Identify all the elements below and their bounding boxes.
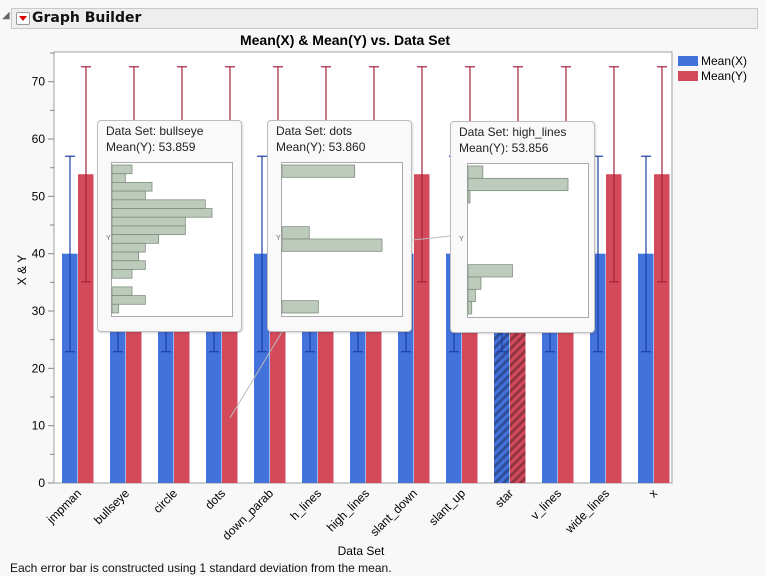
x-tick-label: x (646, 486, 660, 500)
disclosure-triangle-icon[interactable]: ◢ (2, 10, 10, 21)
x-tick-label: slant_up (426, 486, 468, 528)
tooltip-dataset: Data Set: bullseye (106, 124, 204, 138)
histogram-bar (281, 300, 319, 314)
histogram-bar (467, 276, 482, 290)
bar-x-mean-y[interactable] (654, 174, 670, 483)
y-tick-label: 40 (32, 247, 46, 261)
histogram-bar (111, 164, 133, 175)
histogram-bar (467, 165, 484, 179)
x-tick-label: circle (150, 486, 180, 516)
legend-swatch-mean-y (678, 71, 698, 81)
x-tick-label: wide_lines (562, 486, 612, 536)
histogram-bar (111, 216, 186, 227)
x-tick-label: jmpman (43, 486, 84, 527)
hover-tooltip-dots: Data Set: dots Mean(Y): 53.860 Y (267, 120, 412, 332)
x-tick-label: h_lines (287, 486, 324, 523)
histogram-bar (281, 238, 383, 252)
bar-slant_down-mean-y[interactable] (414, 174, 430, 483)
histogram-bar (111, 303, 120, 314)
tooltip-axis-label: Y (106, 235, 111, 242)
bar-wide_lines-mean-y[interactable] (606, 174, 622, 483)
tooltip-axis-label: Y (459, 236, 464, 243)
x-axis-label: Data Set (338, 544, 385, 558)
x-tick-label: slant_down (367, 486, 420, 539)
y-tick-label: 10 (32, 419, 46, 433)
error-bar (81, 66, 91, 283)
tooltip-histogram (281, 162, 403, 317)
tooltip-histogram (111, 162, 233, 317)
y-tick-label: 70 (32, 75, 46, 89)
histogram-bar (281, 226, 310, 240)
bar-x-mean-x[interactable] (638, 253, 654, 483)
tooltip-mean-y: Mean(Y): 53.856 (459, 141, 549, 155)
y-tick-label: 0 (38, 476, 45, 490)
y-axis-label: X & Y (15, 255, 29, 285)
histogram-bar (111, 269, 133, 279)
x-tick-label: down_parab (220, 486, 277, 543)
histogram-bar (111, 199, 206, 209)
hover-tooltip-high-lines: Data Set: high_lines Mean(Y): 53.856 Y (450, 121, 595, 333)
error-bar (609, 66, 619, 283)
graph-builder-header: Graph Builder (11, 8, 758, 29)
chart-title: Mean(X) & Mean(Y) vs. Data Set (240, 32, 450, 48)
error-bar (65, 155, 75, 353)
histogram-bar (467, 190, 471, 204)
error-bar (417, 66, 427, 283)
x-tick-label: dots (202, 486, 228, 512)
tooltip-connector (412, 235, 452, 241)
legend-label-mean-y: Mean(Y) (701, 69, 747, 83)
footnote: Each error bar is constructed using 1 st… (10, 561, 392, 575)
y-tick-label: 60 (32, 132, 46, 146)
y-tick-label: 20 (32, 361, 46, 375)
y-tick-label: 30 (32, 304, 46, 318)
histogram-bar (281, 164, 356, 178)
tooltip-mean-y: Mean(Y): 53.860 (276, 140, 366, 154)
tooltip-dataset: Data Set: dots (276, 124, 353, 138)
tooltip-axis-label: Y (276, 235, 281, 242)
legend: Mean(X) Mean(Y) (678, 54, 747, 83)
error-bar (641, 155, 651, 353)
histogram-bar (467, 288, 476, 303)
header-title: Graph Builder (32, 10, 142, 26)
legend-swatch-mean-x (678, 56, 698, 66)
histogram-bar (467, 264, 513, 278)
histogram-bar (111, 225, 186, 236)
histogram-bar (111, 234, 160, 244)
histogram-bar (111, 242, 146, 253)
hover-tooltip-bullseye: Data Set: bullseye Mean(Y): 53.859 Y (97, 120, 242, 332)
x-tick-label: v_lines (528, 486, 564, 522)
tooltip-dataset: Data Set: high_lines (459, 125, 567, 139)
y-tick-label: 50 (32, 189, 46, 203)
error-bar (257, 155, 267, 353)
tooltip-histogram (467, 163, 589, 318)
histogram-bar (111, 286, 133, 296)
histogram-bar (111, 295, 146, 305)
histogram-bar (111, 251, 140, 262)
histogram-bar (467, 301, 473, 315)
histogram-bar (111, 208, 213, 218)
histogram-bar (111, 173, 126, 183)
bar-jmpman-mean-y[interactable] (78, 174, 94, 483)
histogram-bar (111, 190, 146, 201)
bar-jmpman-mean-x[interactable] (62, 253, 78, 483)
histogram-bar (467, 177, 569, 192)
error-bar (657, 66, 667, 283)
red-triangle-menu-icon[interactable] (16, 12, 30, 25)
bar-down_parab-mean-x[interactable] (254, 253, 270, 483)
x-tick-label: star (492, 486, 516, 510)
histogram-bar (111, 260, 146, 270)
tooltip-mean-y: Mean(Y): 53.859 (106, 140, 196, 154)
legend-label-mean-x: Mean(X) (701, 54, 747, 68)
x-tick-label: high_lines (324, 486, 372, 534)
tooltip-connector (229, 331, 283, 419)
histogram-bar (111, 182, 153, 192)
x-tick-label: bullseye (91, 486, 132, 527)
